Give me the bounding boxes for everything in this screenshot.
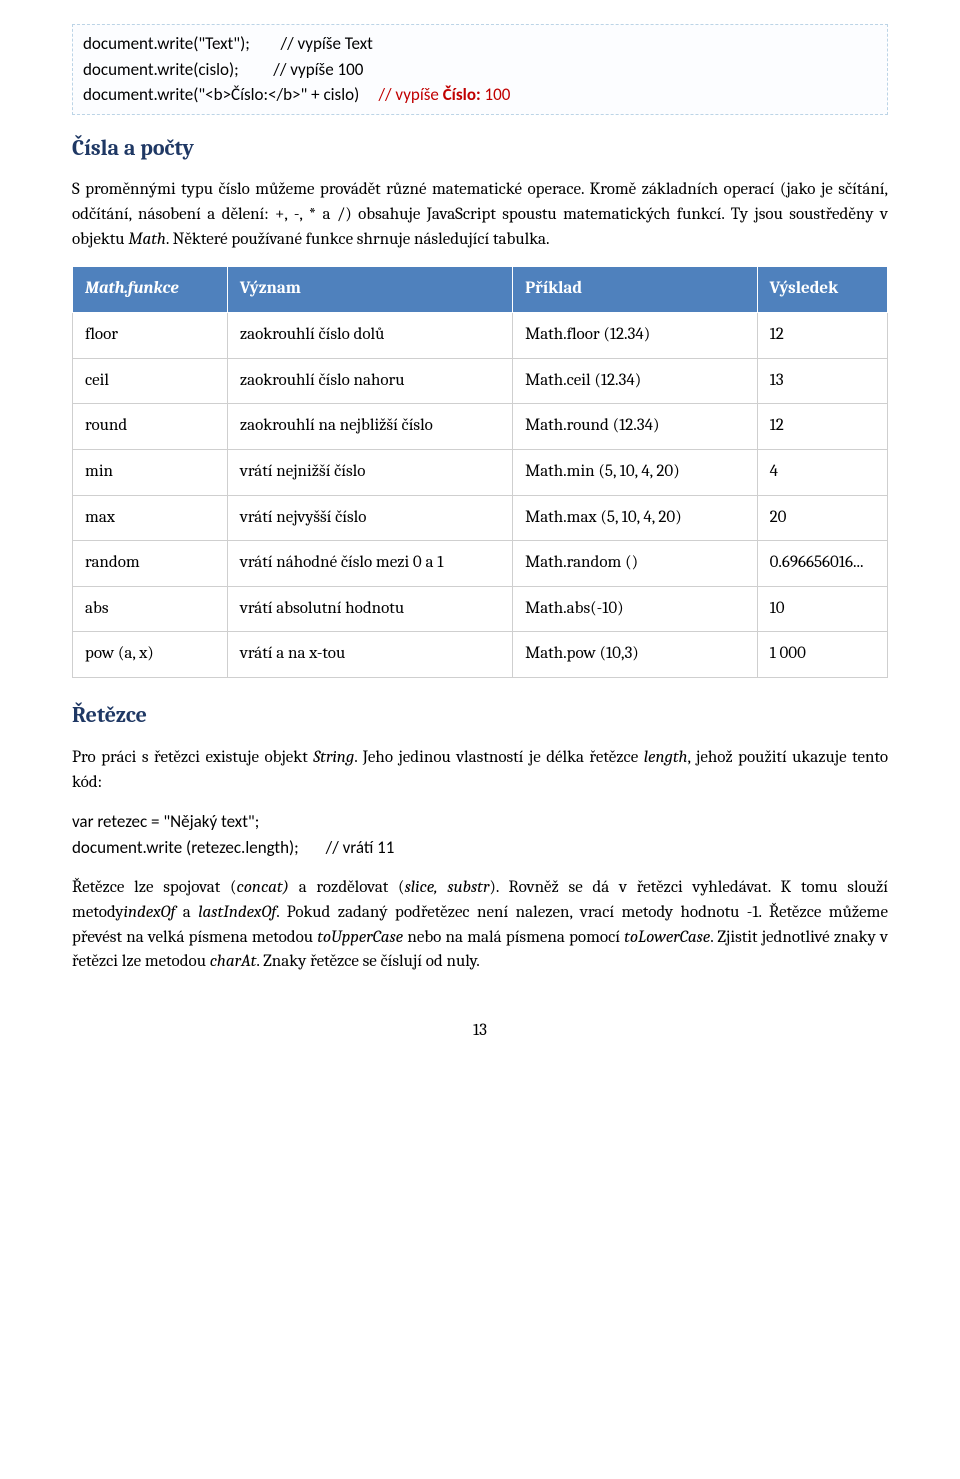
paragraph-strings-intro: Pro práci s řetězci existuje objekt Stri… [72, 746, 888, 795]
cell-ex: Math.floor (12.34) [513, 312, 758, 358]
cell-res: 12 [757, 404, 887, 450]
cell-res: 1 000 [757, 632, 887, 678]
text-lastindexof: lastIndexOf [198, 903, 276, 922]
code-line: document.write (retezec.length); // vrát… [72, 835, 888, 861]
comment-suffix: 100 [481, 84, 511, 105]
table-row: randomvrátí náhodné číslo mezi 0 a 1Math… [73, 541, 888, 587]
cell-mean: zaokrouhlí na nejbližší číslo [227, 404, 512, 450]
th-vyznam: Význam [227, 267, 512, 313]
text-charat: charAt [210, 952, 257, 971]
code-line: document.write(cislo); // vypíše 100 [83, 57, 877, 83]
cell-res: 4 [757, 449, 887, 495]
table-row: pow (a, x)vrátí a na x-touMath.pow (10,3… [73, 632, 888, 678]
cell-res: 0.696656016... [757, 541, 887, 587]
code-comment: // vypíše Číslo: 100 [378, 84, 510, 105]
cell-ex: Math.round (12.34) [513, 404, 758, 450]
code-comment: // vrátí 11 [326, 837, 395, 858]
cell-func: abs [73, 586, 228, 632]
cell-ex: Math.min (5, 10, 4, 20) [513, 449, 758, 495]
cell-func: max [73, 495, 228, 541]
cell-mean: vrátí náhodné číslo mezi 0 a 1 [227, 541, 512, 587]
cell-func: round [73, 404, 228, 450]
cell-mean: zaokrouhlí číslo dolů [227, 312, 512, 358]
code-line: var retezec = "Nějaký text"; [72, 809, 888, 835]
table-row: ceilzaokrouhlí číslo nahoruMath.ceil (12… [73, 358, 888, 404]
cell-func: ceil [73, 358, 228, 404]
text-concat: concat) [237, 878, 289, 897]
cell-res: 20 [757, 495, 887, 541]
page-number: 13 [72, 1019, 888, 1044]
text-uppercase: toUpperCase [317, 928, 403, 947]
paragraph-strings-methods: Řetězce lze spojovat (concat) a rozdělov… [72, 876, 888, 975]
cell-func: floor [73, 312, 228, 358]
text: a rozdělovat ( [289, 878, 405, 897]
text-string-obj: String [313, 748, 354, 767]
table-row: roundzaokrouhlí na nejbližší čísloMath.r… [73, 404, 888, 450]
cell-ex: Math.pow (10,3) [513, 632, 758, 678]
cell-ex: Math.ceil (12.34) [513, 358, 758, 404]
text: Řetězce lze spojovat ( [72, 878, 237, 897]
th-priklad: Příklad [513, 267, 758, 313]
text-indexof: indexOf [124, 903, 176, 922]
cell-mean: vrátí absolutní hodnotu [227, 586, 512, 632]
cell-ex: Math.abs(-10) [513, 586, 758, 632]
cell-mean: vrátí a na x-tou [227, 632, 512, 678]
text: . Jeho jedinou vlastností je délka řetěz… [354, 748, 643, 767]
cell-res: 13 [757, 358, 887, 404]
text: nebo na malá písmena pomocí [403, 928, 624, 947]
text-lowercase: toLowerCase [624, 928, 710, 947]
table-row: absvrátí absolutní hodnotuMath.abs(-10)1… [73, 586, 888, 632]
code-text: document.write(cislo); [83, 59, 239, 80]
heading-numbers: Čísla a počty [72, 133, 888, 165]
cell-res: 12 [757, 312, 887, 358]
code-text: document.write (retezec.length); [72, 837, 299, 858]
code-text: document.write("<b>Číslo:</b>" + cislo) [83, 84, 359, 105]
text: . Znaky řetězce se číslují od nuly. [256, 952, 479, 971]
cell-mean: zaokrouhlí číslo nahoru [227, 358, 512, 404]
code-comment: // vypíše 100 [273, 59, 363, 80]
code-example-2: var retezec = "Nějaký text"; document.wr… [72, 809, 888, 860]
code-example-1: document.write("Text"); // vypíše Text d… [72, 24, 888, 115]
table-row: minvrátí nejnižší čísloMath.min (5, 10, … [73, 449, 888, 495]
text: a [175, 903, 198, 922]
code-line: document.write("Text"); // vypíše Text [83, 31, 877, 57]
comment-prefix: // vypíše [378, 84, 442, 105]
cell-mean: vrátí nejvyšší číslo [227, 495, 512, 541]
code-text: document.write("Text"); [83, 33, 250, 54]
cell-func: random [73, 541, 228, 587]
cell-func: min [73, 449, 228, 495]
code-line: document.write("<b>Číslo:</b>" + cislo) … [83, 82, 877, 108]
th-funkce: Math.funkce [73, 267, 228, 313]
heading-strings: Řetězce [72, 700, 888, 732]
cell-func: pow (a, x) [73, 632, 228, 678]
comment-bold: Číslo: [443, 84, 481, 105]
cell-ex: Math.random () [513, 541, 758, 587]
text-length: length [644, 748, 688, 767]
table-row: floorzaokrouhlí číslo dolůMath.floor (12… [73, 312, 888, 358]
paragraph-numbers: S proměnnými typu číslo můžeme provádět … [72, 178, 888, 252]
text-slice: slice, substr [405, 878, 490, 897]
cell-ex: Math.max (5, 10, 4, 20) [513, 495, 758, 541]
cell-mean: vrátí nejnižší číslo [227, 449, 512, 495]
text-math-obj: Math [128, 230, 166, 249]
table-row: maxvrátí nejvyšší čísloMath.max (5, 10, … [73, 495, 888, 541]
cell-res: 10 [757, 586, 887, 632]
text: Pro práci s řetězci existuje objekt [72, 748, 313, 767]
math-functions-table: Math.funkce Význam Příklad Výsledek floo… [72, 266, 888, 678]
table-body: floorzaokrouhlí číslo dolůMath.floor (12… [73, 312, 888, 677]
code-comment: // vypíše Text [281, 33, 373, 54]
table-header-row: Math.funkce Význam Příklad Výsledek [73, 267, 888, 313]
th-vysledek: Výsledek [757, 267, 887, 313]
text: . Některé používané funkce shrnuje násle… [166, 230, 550, 249]
